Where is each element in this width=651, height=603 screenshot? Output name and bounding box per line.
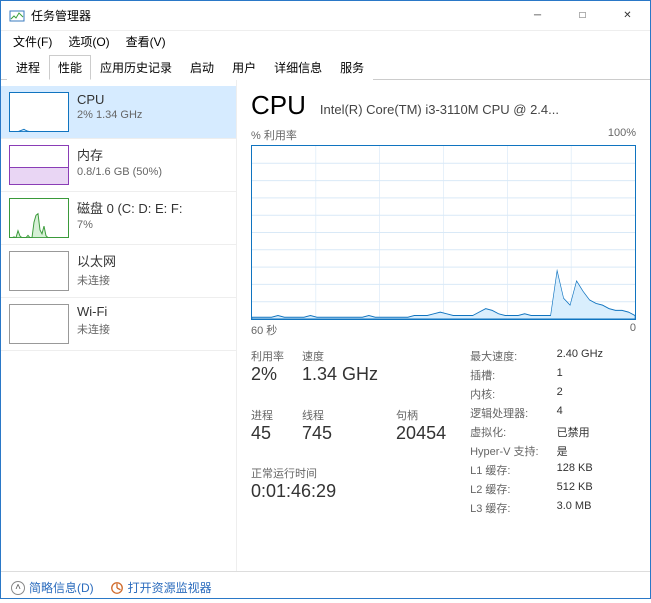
chart-xlabel-right: 0 — [630, 322, 636, 338]
tab-startup[interactable]: 启动 — [181, 55, 223, 80]
chart-xlabel-left: 60 秒 — [251, 322, 277, 338]
cpu-chart — [251, 145, 636, 320]
sidebar-eth-sub: 未连接 — [77, 272, 116, 288]
title-bar: 任务管理器 ─ □ ✕ — [1, 1, 650, 31]
chevron-up-icon: ˄ — [11, 581, 25, 595]
sidebar-eth-name: 以太网 — [77, 251, 116, 270]
chart-ylabel: % 利用率 — [251, 127, 297, 143]
l1-k: L1 缓存: — [470, 462, 538, 478]
maxspeed-k: 最大速度: — [470, 348, 538, 364]
sockets-v: 1 — [557, 367, 603, 383]
tab-performance[interactable]: 性能 — [49, 55, 91, 80]
app-icon — [9, 8, 25, 24]
sidebar-mem-sub: 0.8/1.6 GB (50%) — [77, 166, 162, 178]
main-panel: CPU Intel(R) Core(TM) i3-3110M CPU @ 2.4… — [237, 80, 650, 571]
footer: ˄ 简略信息(D) 打开资源监视器 — [1, 571, 650, 603]
menu-view[interactable]: 查看(V) — [122, 31, 170, 52]
tab-bar: 进程 性能 应用历史记录 启动 用户 详细信息 服务 — [1, 51, 650, 80]
sidebar-wifi-name: Wi-Fi — [77, 304, 110, 319]
menu-bar: 文件(F) 选项(O) 查看(V) — [1, 31, 650, 51]
proc-value: 45 — [251, 423, 284, 444]
sidebar-wifi-sub: 未连接 — [77, 321, 110, 337]
wifi-thumb — [9, 304, 69, 344]
sidebar-cpu-name: CPU — [77, 92, 142, 107]
l2-k: L2 缓存: — [470, 481, 538, 497]
l3-v: 3.0 MB — [557, 500, 603, 516]
sidebar-item-cpu[interactable]: CPU 2% 1.34 GHz — [1, 86, 236, 139]
maximize-button[interactable]: □ — [560, 1, 605, 30]
content-area: CPU 2% 1.34 GHz 内存 0.8/1.6 GB (50%) 磁盘 0… — [1, 80, 650, 571]
sockets-k: 插槽: — [470, 367, 538, 383]
sidebar-disk-name: 磁盘 0 (C: D: E: F: — [77, 198, 182, 217]
window-title: 任务管理器 — [31, 7, 91, 24]
handle-value: 20454 — [396, 423, 446, 444]
virt-v: 已禁用 — [557, 424, 603, 440]
cores-k: 内核: — [470, 386, 538, 402]
stats-area: 利用率 2% 速度 1.34 GHz 进程 45 线程 745 句柄 — [251, 348, 636, 516]
lproc-k: 逻辑处理器: — [470, 405, 538, 421]
memory-thumb — [9, 145, 69, 185]
close-button[interactable]: ✕ — [605, 1, 650, 30]
l3-k: L3 缓存: — [470, 500, 538, 516]
cpu-model: Intel(R) Core(TM) i3-3110M CPU @ 2.4... — [320, 102, 636, 117]
speed-label: 速度 — [302, 348, 378, 364]
handle-label: 句柄 — [396, 407, 446, 423]
virt-k: 虚拟化: — [470, 424, 538, 440]
sidebar-disk-sub: 7% — [77, 219, 182, 231]
util-value: 2% — [251, 364, 284, 385]
sidebar-item-wifi[interactable]: Wi-Fi 未连接 — [1, 298, 236, 351]
chart-ymax: 100% — [608, 127, 636, 143]
thread-label: 线程 — [302, 407, 378, 423]
tab-history[interactable]: 应用历史记录 — [91, 55, 181, 80]
disk-thumb — [9, 198, 69, 238]
l2-v: 512 KB — [557, 481, 603, 497]
sidebar-cpu-sub: 2% 1.34 GHz — [77, 109, 142, 121]
uptime-label: 正常运行时间 — [251, 465, 446, 481]
menu-file[interactable]: 文件(F) — [9, 31, 56, 52]
tab-details[interactable]: 详细信息 — [265, 55, 331, 80]
resource-monitor-link[interactable]: 打开资源监视器 — [110, 579, 212, 596]
util-label: 利用率 — [251, 348, 284, 364]
minimize-button[interactable]: ─ — [515, 1, 560, 30]
proc-label: 进程 — [251, 407, 284, 423]
tab-users[interactable]: 用户 — [223, 55, 265, 80]
resource-monitor-label: 打开资源监视器 — [128, 579, 212, 596]
tab-processes[interactable]: 进程 — [7, 55, 49, 80]
maxspeed-v: 2.40 GHz — [557, 348, 603, 364]
resource-monitor-icon — [110, 581, 124, 595]
fewer-details-label: 简略信息(D) — [29, 579, 94, 596]
sidebar-item-memory[interactable]: 内存 0.8/1.6 GB (50%) — [1, 139, 236, 192]
sidebar: CPU 2% 1.34 GHz 内存 0.8/1.6 GB (50%) 磁盘 0… — [1, 80, 237, 571]
fewer-details-link[interactable]: ˄ 简略信息(D) — [11, 579, 94, 596]
speed-value: 1.34 GHz — [302, 364, 378, 385]
sidebar-mem-name: 内存 — [77, 145, 162, 164]
cores-v: 2 — [557, 386, 603, 402]
cpu-thumb — [9, 92, 69, 132]
hyperv-v: 是 — [557, 443, 603, 459]
sidebar-item-ethernet[interactable]: 以太网 未连接 — [1, 245, 236, 298]
ethernet-thumb — [9, 251, 69, 291]
uptime-value: 0:01:46:29 — [251, 481, 446, 502]
menu-options[interactable]: 选项(O) — [64, 31, 113, 52]
l1-v: 128 KB — [557, 462, 603, 478]
lproc-v: 4 — [557, 405, 603, 421]
main-title: CPU — [251, 90, 306, 121]
hyperv-k: Hyper-V 支持: — [470, 443, 538, 459]
tab-services[interactable]: 服务 — [331, 55, 373, 80]
thread-value: 745 — [302, 423, 378, 444]
sidebar-item-disk[interactable]: 磁盘 0 (C: D: E: F: 7% — [1, 192, 236, 245]
